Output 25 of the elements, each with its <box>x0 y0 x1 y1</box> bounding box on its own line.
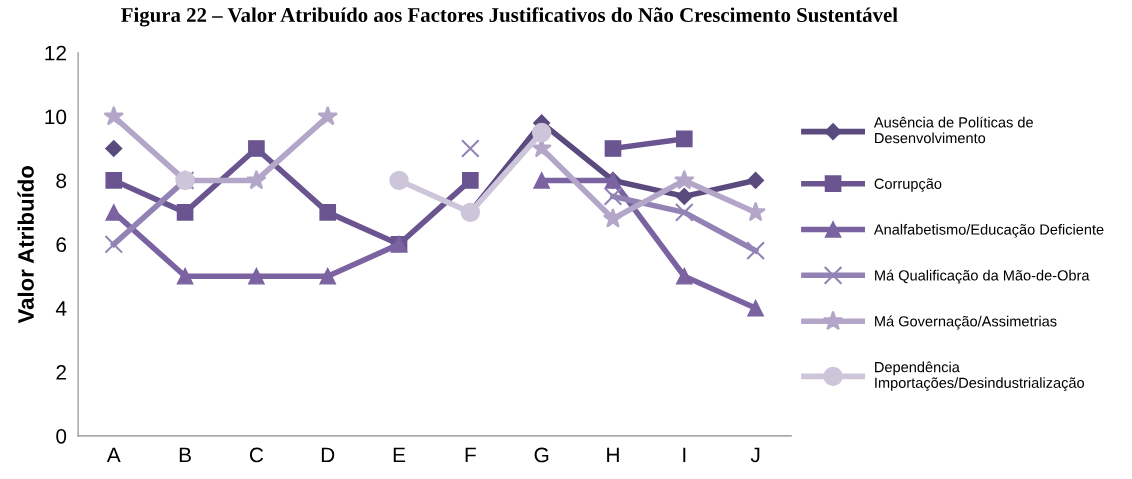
y-tick-label: 0 <box>56 428 67 444</box>
y-axis-title: Valor Atribuído <box>17 165 34 324</box>
x-tick-label: H <box>607 447 619 463</box>
x-tick-label: G <box>534 447 549 463</box>
x-tick-label: F <box>465 447 476 463</box>
x-tick-label: A <box>106 447 121 463</box>
y-tick-label: 6 <box>56 237 67 253</box>
x-tick-label: E <box>393 447 406 463</box>
x-tick-label: J <box>750 447 760 463</box>
y-tick-label: 2 <box>56 365 66 380</box>
legend-label: Corrupção <box>874 178 942 192</box>
x-tick-label: D <box>321 447 335 463</box>
y-tick-label: 12 <box>45 45 66 61</box>
legend-label: Analfabetismo/Educação Deficiente <box>873 223 1104 238</box>
y-tick-label: 10 <box>45 109 67 125</box>
x-tick-label: C <box>249 447 264 463</box>
x-tick-label: I <box>683 447 686 463</box>
chart-title: Figura 22 – Valor Atribuído aos Factores Justificativos do Não Crescimento Sustentável <box>121 7 898 27</box>
legend-label: Má Qualificação da Mão-de-Obra <box>875 269 1090 284</box>
y-tick-label: 8 <box>56 173 67 189</box>
legend-label: Dependência Importações/Desindustrialização <box>875 361 1085 391</box>
legend-label: Má Governação/Assimetrias <box>875 315 1057 330</box>
y-tick-label: 4 <box>55 301 67 316</box>
legend-label: Ausência de Políticas de Desenvolvimento <box>873 116 1033 144</box>
x-tick-label: B <box>179 447 191 463</box>
